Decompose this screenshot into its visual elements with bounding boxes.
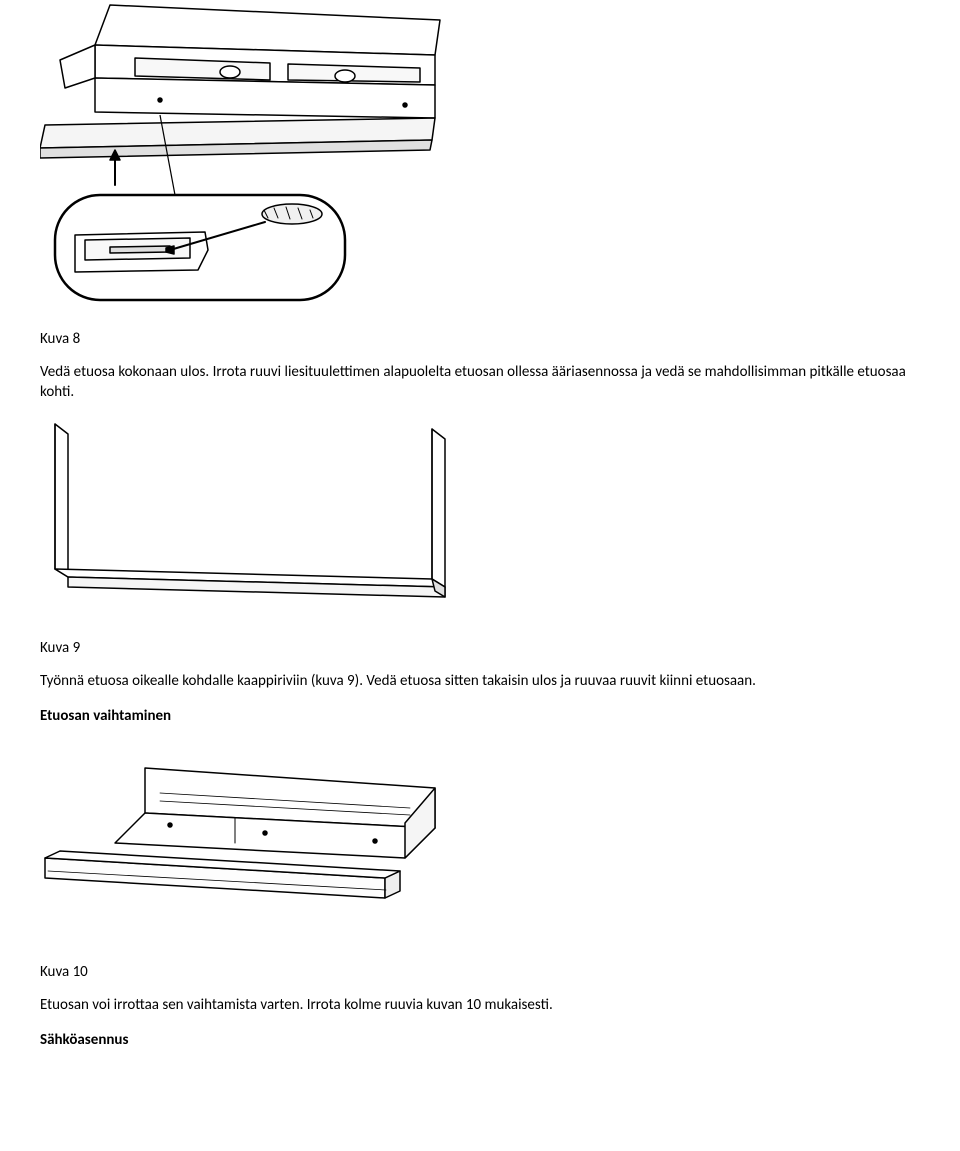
section-heading-etuosan-vaihtaminen: Etuosan vaihtaminen [40,707,920,725]
front-panel-detached-diagram [40,743,470,943]
hood-underside-screwdriver-diagram [40,0,470,310]
figure-8-text: Vedä etuosa kokonaan ulos. Irrota ruuvi … [40,362,920,403]
section-heading-sahkoasennus: Sähköasennus [40,1031,920,1049]
figure-9-caption: Kuva 9 [40,639,920,657]
figure-9-illustration [40,419,920,619]
figure-8-caption: Kuva 8 [40,330,920,348]
figure-10-caption: Kuva 10 [40,963,920,981]
figure-10-illustration [40,743,920,943]
figure-9-text: Työnnä etuosa oikealle kohdalle kaappiri… [40,671,920,691]
figure-10-text: Etuosan voi irrottaa sen vaihtamista var… [40,995,920,1015]
cabinet-front-rail-diagram [40,419,470,619]
figure-8-illustration [40,0,920,310]
